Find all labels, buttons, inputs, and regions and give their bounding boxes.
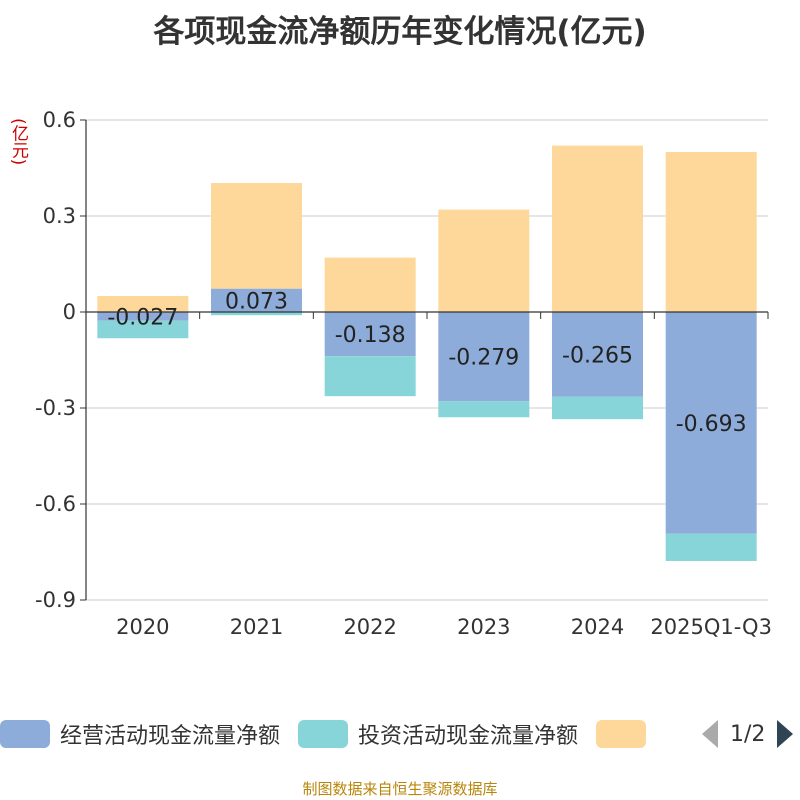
- data-label-2022: -0.138: [335, 323, 406, 348]
- bar-operating-2021: [211, 288, 302, 312]
- bar-financing-2023: [438, 209, 530, 312]
- y-tick-label: -0.9: [35, 588, 76, 612]
- bar-investing-2021: [211, 312, 302, 316]
- bar-operating-2025Q1-Q3: [665, 312, 757, 534]
- bar-investing-2024: [552, 396, 643, 420]
- data-label-2025Q1-Q3: -0.693: [676, 412, 747, 437]
- bar-investing-2022: [324, 356, 416, 397]
- x-tick-label: 2020: [116, 615, 169, 639]
- bar-investing-2023: [438, 401, 530, 418]
- y-axis-unit-label: (亿元): [8, 118, 28, 166]
- data-label-2021: 0.073: [225, 289, 288, 314]
- legend-item-financing[interactable]: [596, 720, 656, 748]
- legend-swatch-investing: [298, 720, 349, 748]
- data-label-2020: -0.027: [107, 305, 178, 330]
- x-tick-label: 2021: [230, 615, 283, 639]
- bar-operating-2020: [97, 312, 189, 321]
- x-tick-label: 2022: [343, 615, 396, 639]
- y-tick-label: -0.3: [35, 396, 76, 420]
- bar-operating-2023: [438, 312, 530, 402]
- chart-area: 0.6 0.3 0 -0.3 -0.6 -0.9 -0.027 0.073 -0.138 -0.2…: [35, 108, 772, 639]
- bar-financing-2021: [211, 183, 302, 289]
- x-tick-label: 2023: [457, 615, 510, 639]
- bar-financing-2020: [97, 296, 189, 312]
- data-label-2023: -0.279: [448, 346, 519, 371]
- bar-financing-2022: [324, 257, 416, 312]
- x-tick-label: 2024: [571, 615, 624, 639]
- legend-item-operating[interactable]: 经营活动现金流量净额: [0, 718, 280, 750]
- bar-investing-2025Q1-Q3: [665, 533, 757, 561]
- legend-pager: 1/2: [702, 718, 794, 750]
- x-tick-label: 2025Q1-Q3: [650, 615, 772, 639]
- data-label-2024: -0.265: [562, 343, 633, 368]
- bar-operating-2022: [324, 312, 416, 357]
- y-tick-label: -0.6: [35, 492, 76, 516]
- bar-financing-2024: [552, 145, 643, 312]
- legend-swatch-operating: [0, 720, 50, 748]
- bar-operating-2024: [552, 312, 643, 397]
- chart-title: 各项现金流净额历年变化情况(亿元): [153, 14, 647, 50]
- legend-swatch-financing: [596, 720, 647, 748]
- y-tick-label: 0: [63, 300, 76, 324]
- legend-item-investing[interactable]: 投资活动现金流量净额: [298, 718, 578, 750]
- data-source-note: 制图数据来自恒生聚源数据库: [302, 780, 498, 798]
- chevron-left-icon[interactable]: [702, 720, 718, 748]
- bar-investing-2020: [97, 320, 189, 339]
- legend-label-investing: 投资活动现金流量净额: [358, 724, 579, 749]
- y-tick-label: 0.3: [43, 204, 76, 228]
- legend-label-operating: 经营活动现金流量净额: [60, 724, 281, 749]
- legend-page-indicator: 1/2: [730, 721, 766, 747]
- bar-financing-2025Q1-Q3: [665, 152, 757, 312]
- chevron-right-icon[interactable]: [777, 720, 794, 748]
- legend: 经营活动现金流量净额 投资活动现金流量净额: [0, 718, 800, 750]
- y-tick-label: 0.6: [43, 108, 76, 132]
